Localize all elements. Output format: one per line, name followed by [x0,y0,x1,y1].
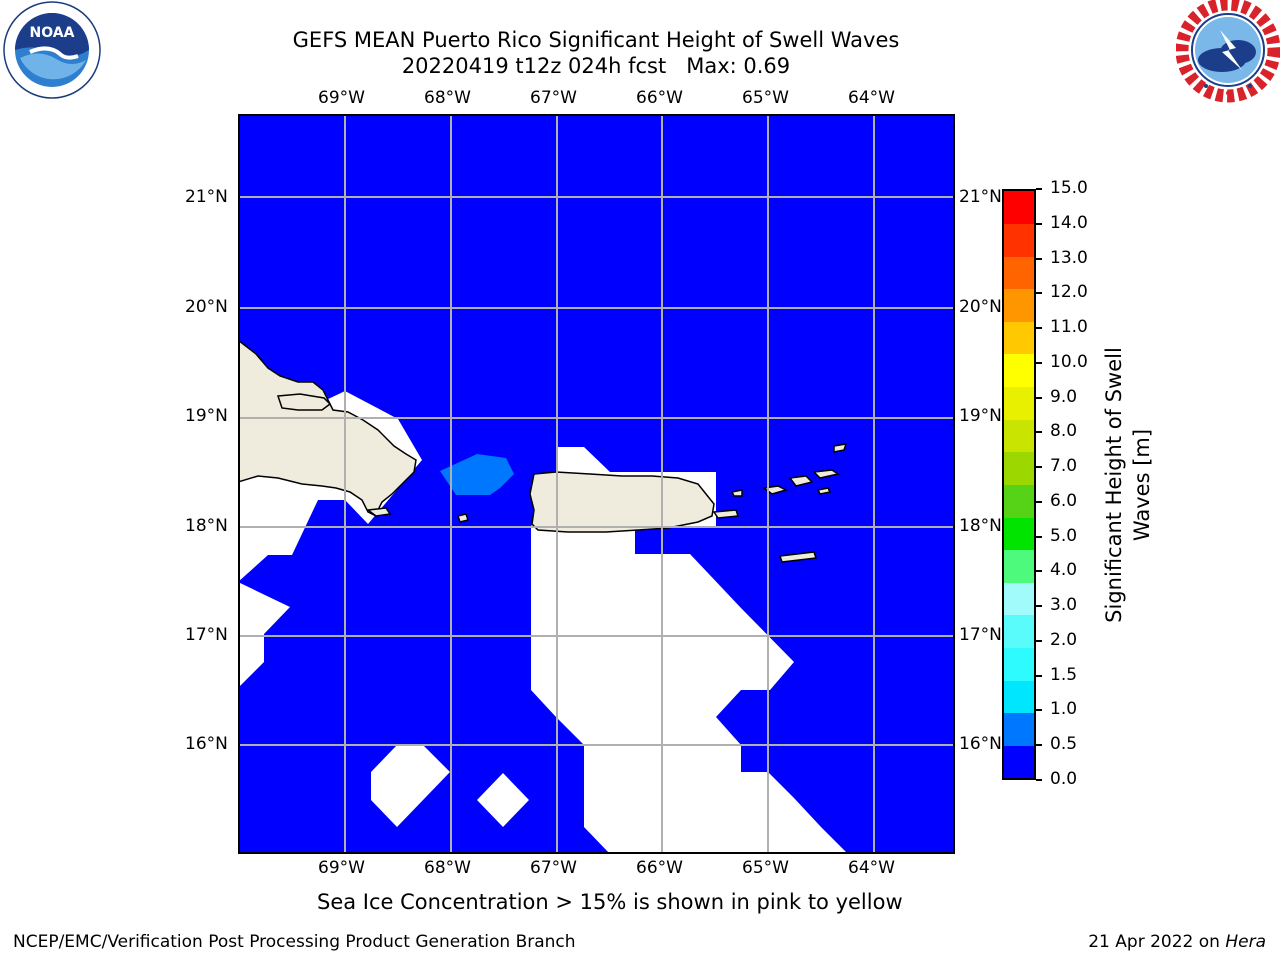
chart-subtitle: 20220419 t12z 024h fcst Max: 0.69 [401,54,791,78]
lat-label-right-20n: 20°N [959,297,1002,317]
colorbar-segment [1004,419,1034,453]
nws-logo [1175,0,1280,104]
lon-label-bottom-69w: 69°W [318,858,365,878]
lat-label-right-16n: 16°N [959,734,1002,754]
colorbar-tick-mark [1036,744,1042,747]
colorbar-segment [1004,223,1034,257]
colorbar-tick-mark [1036,222,1042,225]
colorbar-tick-mark [1036,639,1042,642]
colorbar-tick-label: 13.0 [1050,247,1088,268]
colorbar-label: Significant Height of Swell Waves [m] [1100,285,1156,685]
lat-label-right-21n: 21°N [959,187,1002,207]
colorbar-tick-mark [1036,466,1042,469]
lon-label-bottom-65w: 65°W [742,858,789,878]
colorbar-tick-label: 7.0 [1050,456,1078,477]
lat-label-left-20n: 20°N [185,297,228,317]
colorbar-segment [1004,745,1034,779]
colorbar-segment [1004,582,1034,616]
colorbar-segment [1004,451,1034,485]
lon-label-top-64w: 64°W [848,88,895,108]
colorbar-segment [1004,647,1034,681]
colorbar-tick-mark [1036,327,1042,330]
colorbar-tick-label: 1.5 [1050,664,1078,685]
colorbar-segment [1004,386,1034,420]
colorbar-label-line1: Significant Height of Swell [1102,347,1126,623]
colorbar-tick-mark [1036,292,1042,295]
footer-right: 21 Apr 2022 on Hera [1088,932,1266,952]
swell-blob [440,454,514,495]
colorbar-tick-mark [1036,500,1042,503]
lat-label-right-19n: 19°N [959,406,1002,426]
colorbar [1002,189,1036,780]
lat-label-left-18n: 18°N [185,516,228,536]
colorbar-tick-mark [1036,674,1042,677]
map-panel [237,114,955,854]
colorbar-tick-label: 14.0 [1050,212,1088,233]
colorbar-tick-mark [1036,570,1042,573]
lon-label-top-67w: 67°W [530,88,577,108]
lon-label-bottom-66w: 66°W [636,858,683,878]
colorbar-segment [1004,680,1034,714]
colorbar-tick-mark [1036,605,1042,608]
noaa-logo: NOAA [0,0,104,104]
colorbar-tick-label: 5.0 [1050,525,1078,546]
colorbar-tick-label: 2.0 [1050,629,1078,650]
colorbar-tick-mark [1036,779,1042,781]
lon-label-bottom-64w: 64°W [848,858,895,878]
lat-label-left-17n: 17°N [185,625,228,645]
lat-label-left-21n: 21°N [185,187,228,207]
colorbar-tick-label: 4.0 [1050,560,1078,581]
lat-label-right-18n: 18°N [959,516,1002,536]
sea-ice-note: Sea Ice Concentration > 15% is shown in … [317,890,903,914]
colorbar-ticks: 0.0 0.5 1.0 1.5 2.0 3.0 4.0 5.0 6.0 7.0 8.0 9.0 10.0… [1036,178,1106,789]
footer-machine: Hera [1225,932,1266,952]
lon-label-bottom-68w: 68°W [424,858,471,878]
lon-label-top-65w: 65°W [742,88,789,108]
land [237,338,848,563]
colorbar-tick-mark [1036,361,1042,364]
colorbar-tick-label: 0.5 [1050,734,1078,755]
colorbar-tick-label: 6.0 [1050,490,1078,511]
colorbar-tick-label: 8.0 [1050,421,1078,442]
colorbar-tick-label: 10.0 [1050,351,1088,372]
colorbar-segment [1004,288,1034,322]
colorbar-tick-label: 3.0 [1050,595,1078,616]
colorbar-label-line2: Waves [m] [1130,428,1154,542]
colorbar-segment [1004,614,1034,648]
colorbar-segment [1004,484,1034,518]
colorbar-segment [1004,549,1034,583]
colorbar-tick-mark [1036,709,1042,712]
colorbar-segment [1004,712,1034,746]
noaa-logo-text: NOAA [30,25,75,41]
chart-title: GEFS MEAN Puerto Rico Significant Height… [292,28,900,52]
footer-left: NCEP/EMC/Verification Post Processing Pr… [13,932,576,952]
colorbar-tick-mark [1036,257,1042,260]
colorbar-tick-label: 15.0 [1050,178,1088,198]
colorbar-tick-label: 11.0 [1050,317,1088,338]
colorbar-tick-label: 12.0 [1050,282,1088,303]
footer-date: 21 Apr 2022 on [1088,932,1226,952]
colorbar-segment [1004,256,1034,290]
graticule [238,114,955,854]
colorbar-tick-mark [1036,396,1042,399]
lon-label-top-68w: 68°W [424,88,471,108]
colorbar-segment [1004,517,1034,551]
colorbar-segment [1004,354,1034,388]
colorbar-tick-label: 0.0 [1050,769,1078,789]
lon-label-bottom-67w: 67°W [530,858,577,878]
lat-label-left-16n: 16°N [185,734,228,754]
colorbar-tick-mark [1036,188,1042,190]
lat-label-left-19n: 19°N [185,406,228,426]
lon-label-top-69w: 69°W [318,88,365,108]
lat-label-right-17n: 17°N [959,625,1002,645]
colorbar-tick-label: 9.0 [1050,386,1078,407]
colorbar-segment [1004,321,1034,355]
colorbar-tick-mark [1036,535,1042,538]
colorbar-tick-mark [1036,431,1042,434]
colorbar-tick-label: 1.0 [1050,699,1078,720]
lon-label-top-66w: 66°W [636,88,683,108]
colorbar-segment [1004,191,1034,224]
